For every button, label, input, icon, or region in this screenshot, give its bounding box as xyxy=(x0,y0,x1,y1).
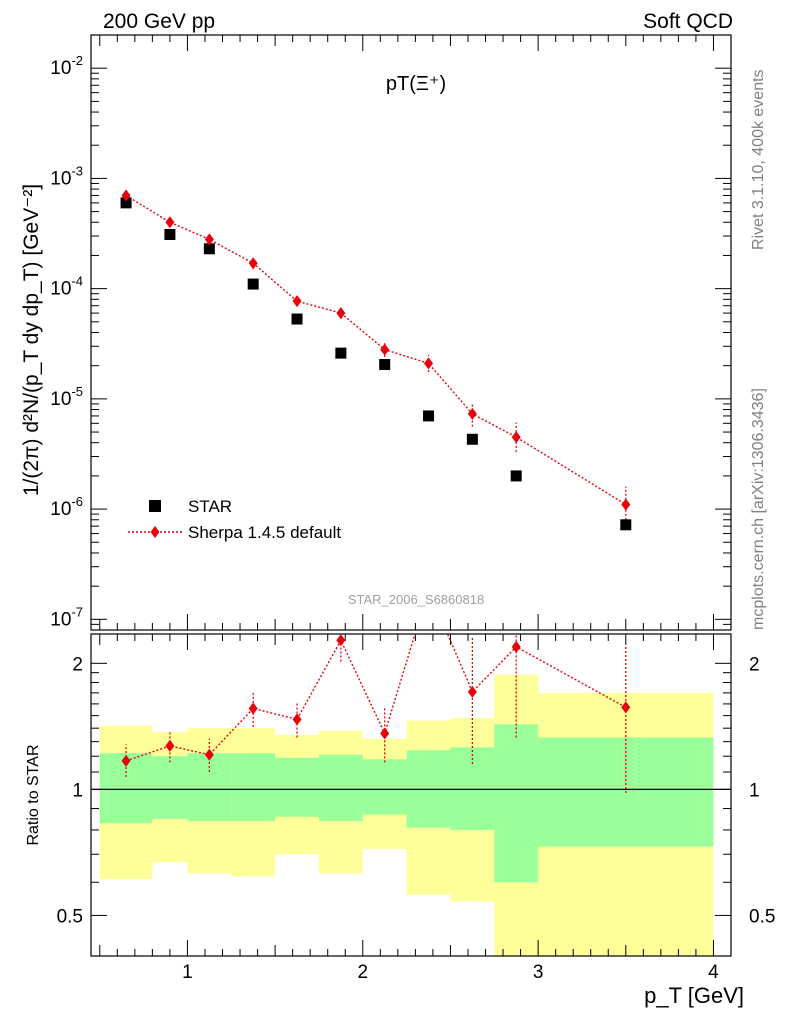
main-plot-title: pT(Ξ⁺) xyxy=(386,73,446,95)
ratio-sherpa-point xyxy=(621,701,631,714)
ratio-panel: 0.5 0.5 1 1 2 2 1 2 3 4 Ratio to STAR p_T [GeV] xyxy=(25,633,775,1008)
main-frame xyxy=(90,34,732,631)
uncertainty-band-inner xyxy=(494,724,539,883)
sherpa-point xyxy=(248,257,258,270)
sherpa-point xyxy=(165,216,175,229)
star-point xyxy=(335,347,347,359)
ratio-series-group xyxy=(121,634,631,794)
ratio-sherpa-point xyxy=(248,702,258,715)
legend-star-label: STAR xyxy=(188,497,232,516)
x-tick-label: 1 xyxy=(182,962,193,983)
header-right-label: Soft QCD xyxy=(643,10,733,33)
sherpa-line xyxy=(125,194,627,506)
main-axes: 10-7 10-6 10-5 10-4 10-3 10-2 xyxy=(50,34,732,631)
star-point xyxy=(466,433,478,445)
ratio-frame xyxy=(90,633,732,957)
uncertainty-band-inner xyxy=(231,753,276,822)
ratio-sherpa-point xyxy=(204,748,214,761)
sherpa-point xyxy=(621,498,631,511)
sherpa-point xyxy=(204,233,214,246)
ratio-sherpa-point xyxy=(121,754,131,767)
header-left-label: 200 GeV pp xyxy=(103,10,215,33)
watermark-label: STAR_2006_S6860818 xyxy=(348,592,484,607)
legend-sherpa-marker xyxy=(150,526,160,538)
uncertainty-band-inner xyxy=(318,754,363,822)
ratio-bands-group xyxy=(99,674,714,956)
main-y-tick-label: 10-6 xyxy=(50,494,83,520)
x-axis-label: p_T [GeV] xyxy=(644,983,744,1008)
ratio-sherpa-point xyxy=(467,685,477,698)
rivet-label: Rivet 3.1.10, 400k events xyxy=(750,69,767,250)
star-point xyxy=(423,410,435,422)
sherpa-point xyxy=(121,189,131,202)
ratio-y-tick-label-right: 0.5 xyxy=(749,906,775,927)
sherpa-point xyxy=(467,407,477,420)
star-point xyxy=(120,197,132,209)
ratio-y-tick-label-left: 0.5 xyxy=(57,906,83,927)
uncertainty-band-inner xyxy=(275,757,319,817)
ratio-axes: 0.5 0.5 1 1 2 2 1 2 3 4 xyxy=(57,633,775,983)
main-y-tick-label: 10-4 xyxy=(50,274,83,300)
sherpa-point xyxy=(511,431,521,444)
main-y-axis-label: 1/(2π) d²N/(p_T dy dp_T) [GeV⁻²] xyxy=(20,184,43,496)
main-y-tick-label: 10-2 xyxy=(50,53,83,79)
x-tick-label: 3 xyxy=(533,962,544,983)
ratio-sherpa-point xyxy=(336,634,346,647)
ratio-sherpa-point xyxy=(292,713,302,726)
x-tick-label: 2 xyxy=(357,962,368,983)
uncertainty-band-inner xyxy=(450,747,495,830)
main-panel: 10-7 10-6 10-5 10-4 10-3 10-2 pT(Ξ⁺) STAR_200… xyxy=(20,34,732,631)
main-y-tick-label: 10-7 xyxy=(50,604,83,630)
uncertainty-band-inner xyxy=(362,759,407,815)
star-point xyxy=(247,278,259,290)
sherpa-point xyxy=(292,295,302,308)
source-label: mcplots.cern.ch [arXiv:1306.3436] xyxy=(750,388,767,630)
ratio-y-axis-label: Ratio to STAR xyxy=(25,744,42,845)
star-point xyxy=(291,313,303,325)
uncertainty-band-inner xyxy=(152,756,188,819)
ratio-y-tick-label-right: 1 xyxy=(749,780,760,801)
sherpa-point xyxy=(336,307,346,320)
ratio-sherpa-point xyxy=(380,727,390,740)
ratio-sherpa-point xyxy=(511,640,521,653)
ratio-y-tick-label-right: 2 xyxy=(749,654,760,675)
legend-star-marker xyxy=(149,500,161,512)
sherpa-point xyxy=(380,343,390,356)
star-point xyxy=(164,228,176,240)
star-point xyxy=(203,243,215,255)
sherpa-point xyxy=(424,357,434,370)
x-tick-label: 4 xyxy=(708,962,719,983)
ratio-y-tick-label-left: 2 xyxy=(72,654,83,675)
star-point xyxy=(510,470,522,482)
main-y-tick-label: 10-3 xyxy=(50,163,83,189)
ratio-y-tick-label-left: 1 xyxy=(72,780,83,801)
star-point xyxy=(620,519,632,531)
legend: STAR Sherpa 1.4.5 default xyxy=(128,497,341,542)
legend-sherpa-label: Sherpa 1.4.5 default xyxy=(188,523,341,542)
main-series-group xyxy=(120,189,632,531)
star-point xyxy=(379,358,391,370)
uncertainty-band-inner xyxy=(187,753,232,822)
main-y-tick-label: 10-5 xyxy=(50,384,83,410)
ratio-sherpa-point xyxy=(165,739,175,752)
